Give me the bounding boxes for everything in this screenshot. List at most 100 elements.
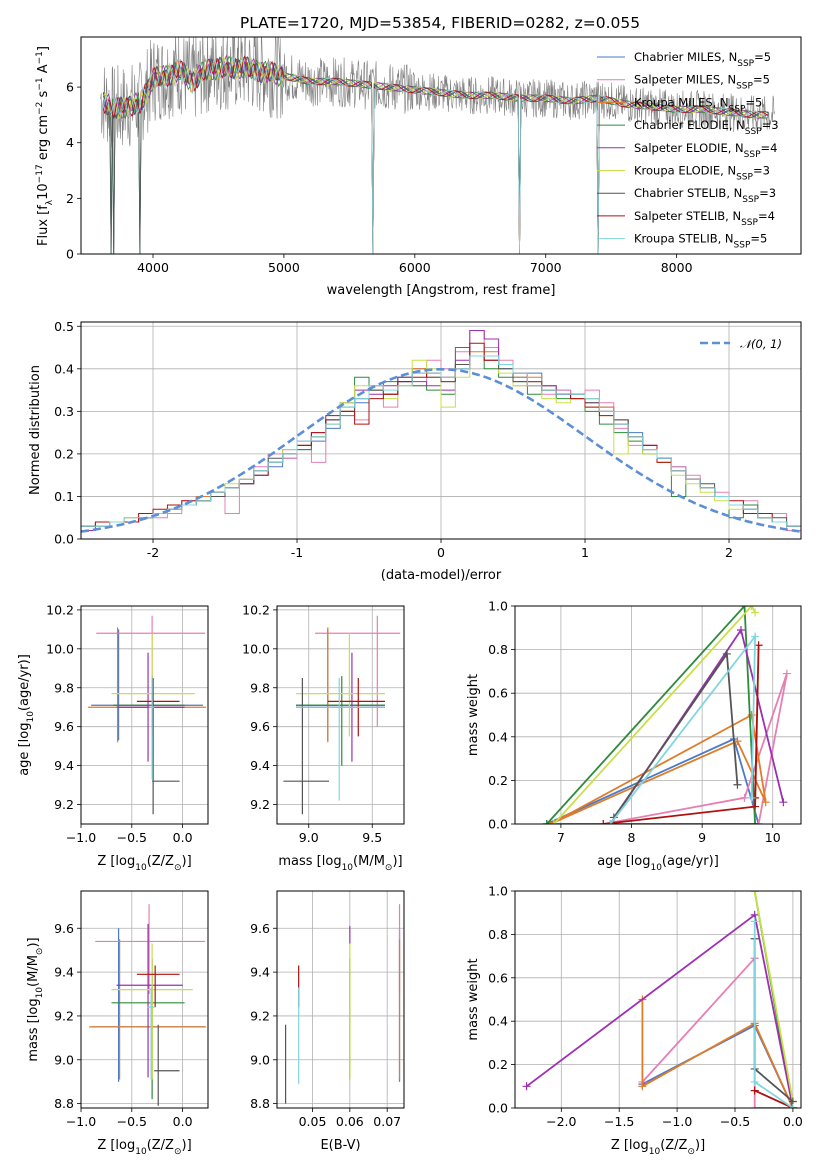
legend-label: Kroupa MILES, NSSP=5 (634, 95, 762, 114)
age-vs-Z-ytick-label: 9.4 (54, 758, 74, 773)
age-vs-mass-ytick-label: 10.2 (242, 602, 270, 617)
mass-vs-EBV-frame (276, 890, 405, 1109)
weight-line-kroupa-elodie (553, 606, 756, 824)
legend-label: Salpeter MILES, NSSP=5 (634, 73, 770, 92)
mass-vs-Z-xtick-label: −0.5 (117, 1114, 147, 1129)
errorbar-point (154, 1024, 180, 1106)
mass-vs-Z-ytick-label: 9.0 (54, 1052, 74, 1067)
errorbar-point (96, 615, 205, 727)
spectrum-ytick-label: 2 (66, 191, 74, 206)
weight-marker (747, 606, 756, 610)
weight-marker (750, 917, 759, 926)
weight-vs-age-plot-area (542, 606, 791, 824)
weight-marker (754, 641, 763, 650)
weight-line-kroupa-miles (641, 999, 794, 1108)
weight-line-chabrier-miles (641, 1024, 794, 1108)
weight-marker (750, 1077, 759, 1086)
residuals-ylabel: Normed distribution (28, 365, 43, 495)
spectrum-model-line (102, 56, 769, 254)
weight-marker (751, 608, 760, 617)
residuals-ytick-label: 0.4 (54, 361, 74, 376)
weight-vs-age-xlabel: age [log10(age/yr)] (597, 854, 719, 873)
weight-vs-age-ylabel: mass weight (466, 674, 481, 756)
errorbar-point (149, 678, 155, 780)
age-vs-Z-frame (80, 605, 209, 825)
mass-vs-Z-frame (80, 890, 209, 1109)
age-vs-Z-xtick-label: −0.5 (117, 830, 147, 845)
mass-vs-EBV-ytick-label: 9.2 (250, 1008, 270, 1023)
spectrum-model-line (102, 54, 769, 254)
weight-vs-Z-ytick-label: 0.0 (488, 1101, 508, 1116)
weight-vs-age-xtick-label: 9 (698, 830, 706, 845)
weight-line-salpeter-stelib (603, 645, 760, 824)
age-vs-mass-xtick-label: 9.5 (362, 830, 382, 845)
spectrum-model-line (102, 55, 769, 254)
weight-marker (750, 1086, 759, 1095)
weight-line-chabrier-stelib (613, 651, 739, 819)
spectrum-ytick-label: 6 (66, 80, 74, 95)
histogram-step-kroupa-stelib (81, 355, 801, 527)
age-vs-Z-plot-area (88, 615, 206, 815)
weight-vs-Z-ytick-label: 0.8 (488, 927, 508, 942)
weight-vs-Z-ylabel: mass weight (466, 958, 481, 1040)
age-vs-mass-xlabel: mass [log10(M/M⊙)] (278, 854, 402, 873)
errorbar-point (283, 678, 330, 815)
residuals-ytick-label: 0.1 (54, 489, 74, 504)
mass-vs-Z-xlabel: Z [log10(Z/Z⊙)] (97, 1138, 191, 1157)
age-vs-Z-xlabel: Z [log10(Z/Z⊙)] (97, 854, 191, 873)
weight-marker (549, 820, 558, 824)
errorbar-point (113, 676, 185, 766)
mass-vs-EBV-xlabel: E(B-V) (320, 1138, 360, 1153)
spectrum-legend: Chabrier MILES, NSSP=5 Salpeter MILES, NS… (597, 50, 779, 251)
weight-vs-age-ytick-label: 0.4 (488, 729, 508, 744)
weight-vs-age-xtick-label: 10 (765, 830, 781, 845)
weight-marker (740, 793, 749, 802)
mass-vs-EBV-ytick-label: 9.4 (250, 965, 270, 980)
mass-vs-Z-xtick-label: 0.0 (173, 1114, 193, 1129)
weight-vs-Z-xtick-label: 0.0 (783, 1114, 803, 1129)
weight-line-salpeter-elodie (526, 913, 794, 1108)
weight-marker (751, 820, 760, 824)
mass-vs-EBV-ytick-label: 8.8 (250, 1096, 270, 1111)
weight-vs-age-axes: 7 8 9 10 0.0 0.2 0.4 0.6 0.8 1.0 age [log10(age/yr… (466, 599, 802, 873)
errorbar-point (296, 678, 385, 801)
errorbar-point (91, 629, 203, 741)
errorbar-point (95, 904, 205, 995)
weight-marker (751, 802, 760, 811)
mass-vs-Z-ytick-label: 9.4 (54, 965, 74, 980)
weight-marker (761, 798, 770, 807)
mass-vs-Z-ytick-label: 8.8 (54, 1096, 74, 1111)
legend-label: Chabrier MILES, NSSP=5 (634, 50, 771, 69)
weight-vs-Z-ytick-label: 1.0 (488, 884, 508, 899)
age-vs-Z-xtick-label: −1.0 (66, 830, 96, 845)
mass-vs-EBV-xtick-label: 0.06 (336, 1114, 364, 1129)
legend-label: Kroupa STELIB, NSSP=5 (634, 232, 767, 251)
weight-marker (750, 891, 759, 895)
weight-vs-age-frame (514, 605, 802, 825)
legend-label: Kroupa ELODIE, NSSP=3 (634, 164, 770, 183)
weight-vs-Z-ytick-label: 0.2 (488, 1057, 508, 1072)
weight-marker (779, 798, 788, 807)
age-vs-Z-ytick-label: 10.0 (46, 641, 74, 656)
residuals-xtick-label: -2 (147, 545, 159, 560)
weight-vs-Z-ytick-label: 0.6 (488, 970, 508, 985)
age-vs-Z-ytick-label: 9.6 (54, 719, 74, 734)
errorbar-point (296, 629, 385, 741)
weight-marker (782, 669, 791, 678)
legend-label: Salpeter ELODIE, NSSP=4 (634, 141, 777, 160)
age-vs-Z-ytick-label: 9.2 (54, 797, 74, 812)
age-vs-mass-plot-area (283, 615, 401, 815)
spectrum-xtick-label: 5000 (268, 260, 300, 275)
weight-marker (750, 1104, 759, 1108)
residuals-frame (80, 321, 802, 540)
mass-vs-Z-xtick-label: −1.0 (66, 1114, 96, 1129)
residuals-xtick-label: 1 (581, 545, 589, 560)
weight-vs-Z-xtick-label: −1.5 (604, 1114, 634, 1129)
weight-marker (733, 780, 742, 789)
mass-vs-EBV-xtick-label: 0.05 (299, 1114, 327, 1129)
mass-vs-Z-grid (80, 891, 208, 1108)
mass-vs-Z-ytick-label: 9.6 (54, 921, 74, 936)
age-vs-mass-ytick-label: 9.6 (250, 719, 270, 734)
mass-vs-EBV-grid (277, 891, 404, 1108)
